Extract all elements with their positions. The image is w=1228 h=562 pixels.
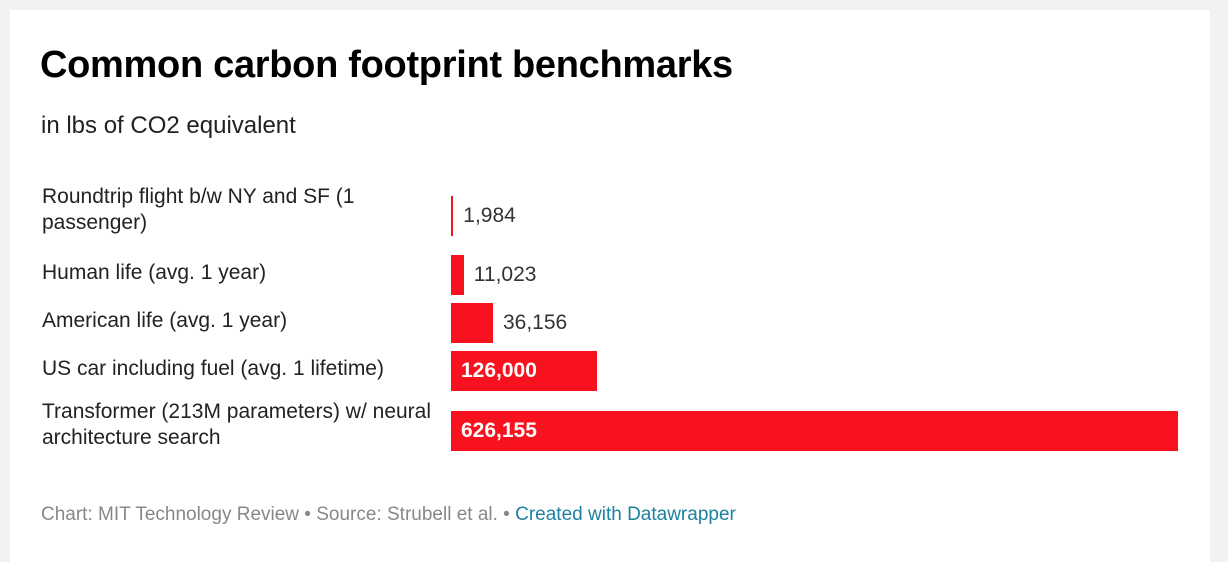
chart-credit: Chart: MIT Technology Review — [41, 504, 300, 525]
bar-chart: Roundtrip flight b/w NY and SF (1 passen… — [10, 10, 1210, 562]
footer-separator: • — [497, 504, 516, 525]
value-label: 626,155 — [461, 419, 537, 442]
datawrapper-link[interactable]: Created with Datawrapper — [515, 504, 736, 525]
value-label: 36,156 — [502, 311, 568, 334]
bar — [451, 255, 464, 295]
bar — [451, 411, 1178, 451]
bar — [451, 351, 598, 391]
value-label: 11,023 — [473, 263, 537, 286]
source-credit: Source: Strubell et al. — [316, 504, 498, 525]
category-label: US car including fuel (avg. 1 lifetime) — [42, 357, 384, 380]
value-label: 1,984 — [463, 204, 516, 227]
bar — [451, 303, 493, 343]
category-label: Transformer (213M parameters) w/ neural … — [42, 400, 432, 449]
footer-separator: • — [299, 504, 317, 525]
chart-title: Common carbon footprint benchmarks — [40, 44, 733, 86]
chart-card: Common carbon footprint benchmarks in lb… — [10, 10, 1210, 562]
chart-subtitle: in lbs of CO2 equivalent — [41, 112, 296, 139]
chart-footer: Chart: MIT Technology Review • Source: S… — [41, 504, 736, 526]
category-label: American life (avg. 1 year) — [42, 309, 288, 332]
category-label: Human life (avg. 1 year) — [42, 261, 267, 284]
value-label: 126,000 — [461, 359, 537, 382]
bar — [451, 196, 454, 236]
category-label: Roundtrip flight b/w NY and SF (1 passen… — [42, 185, 355, 234]
